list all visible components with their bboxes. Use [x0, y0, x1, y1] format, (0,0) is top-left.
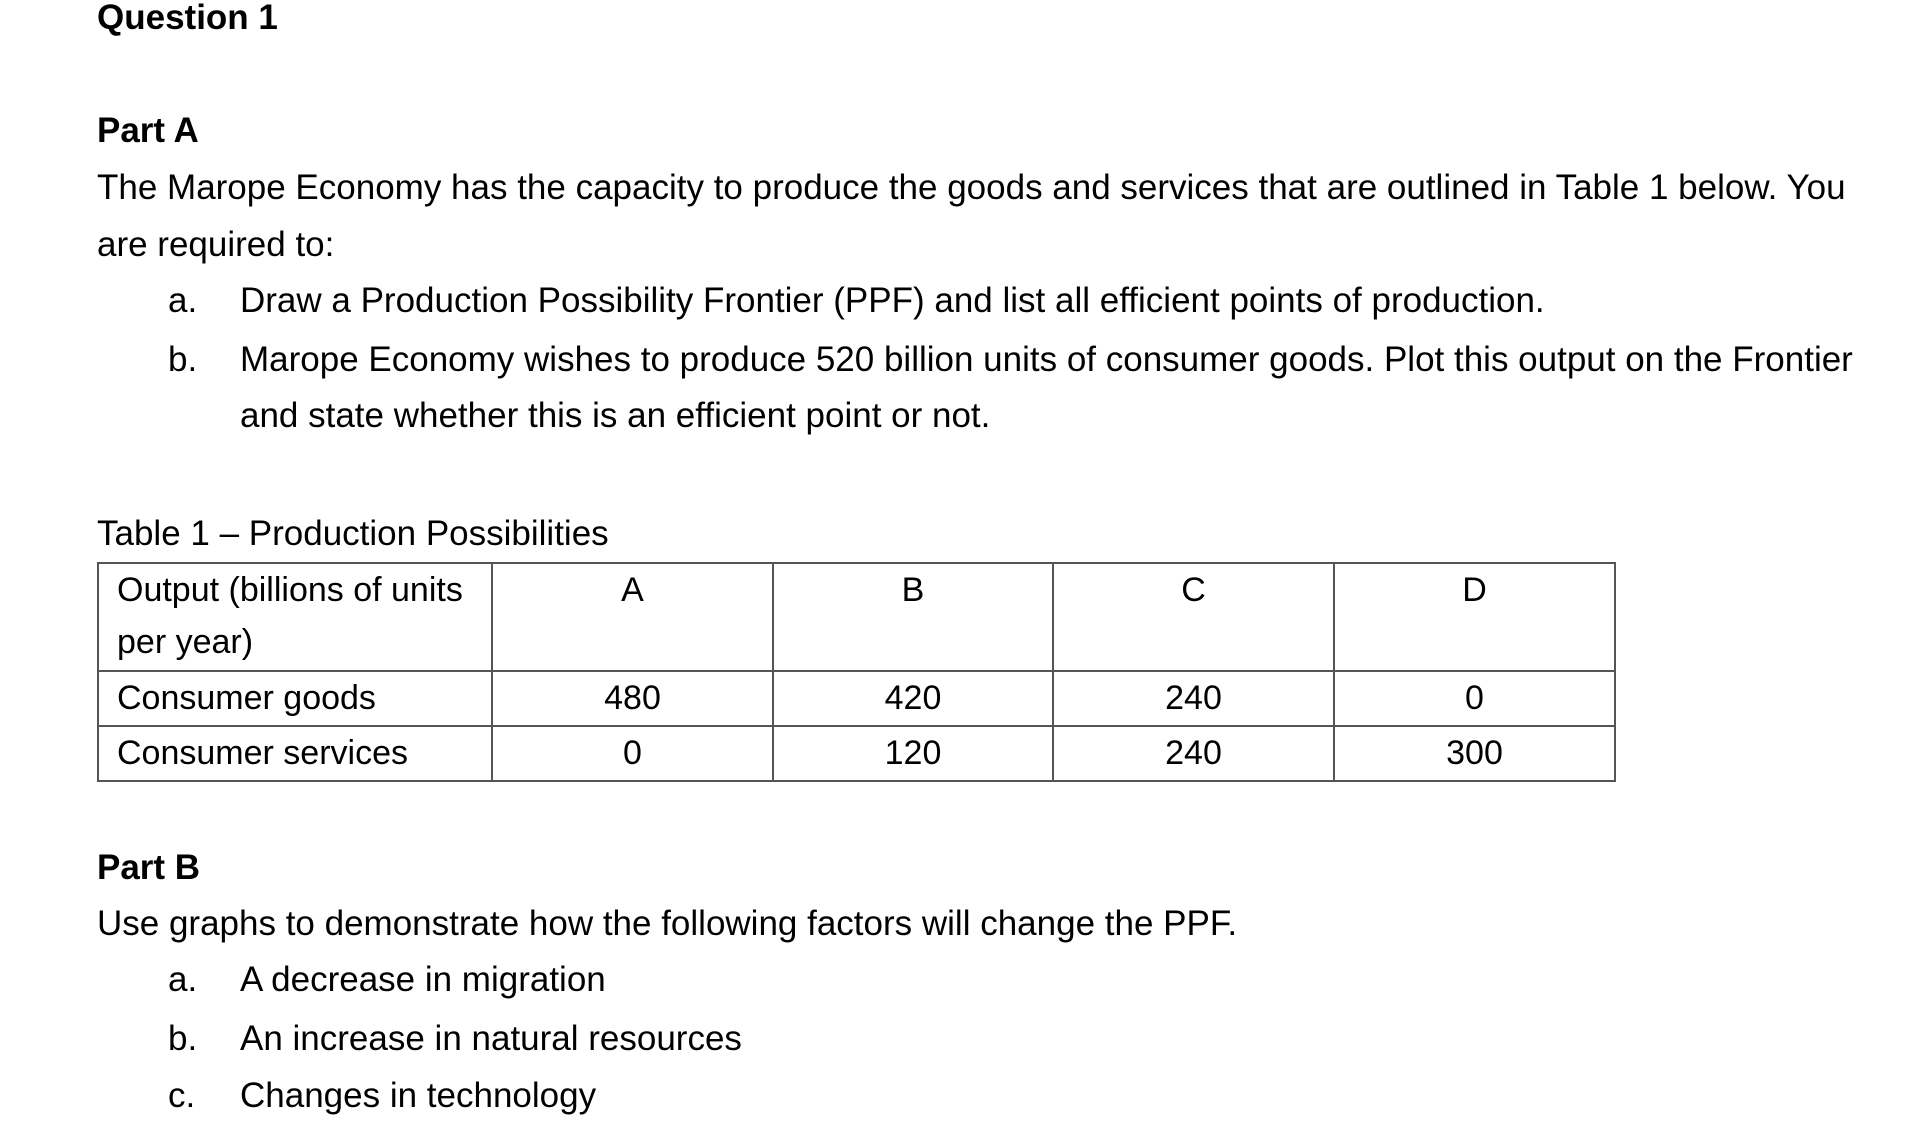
- header-cell: Output (billions of units per year): [97, 562, 493, 672]
- cell: 0: [491, 725, 774, 782]
- header-cell: A: [491, 562, 774, 672]
- row-label: Consumer services: [97, 725, 493, 782]
- list-marker: a.: [168, 960, 198, 999]
- cell: 0: [1333, 670, 1616, 727]
- cell: 480: [491, 670, 774, 727]
- list-text: Marope Economy wishes to produce 520 bil…: [240, 340, 1853, 435]
- list-text: A decrease in migration: [240, 960, 606, 999]
- paragraph: Use graphs to demonstrate how the follow…: [97, 904, 1238, 943]
- cell: 240: [1052, 725, 1335, 782]
- header-cell: B: [772, 562, 1054, 672]
- title: Question 1: [97, 0, 278, 37]
- heading: Part A: [97, 111, 199, 150]
- table-row: Consumer services 0 120 240 300: [97, 725, 1616, 782]
- list-marker: b.: [168, 1019, 198, 1058]
- cell: 300: [1333, 725, 1616, 782]
- list-marker: c.: [168, 1076, 196, 1115]
- header-cell: C: [1052, 562, 1335, 672]
- row-label: Consumer goods: [97, 670, 493, 727]
- heading: Part B: [97, 848, 201, 887]
- list-text: Changes in technology: [240, 1076, 597, 1115]
- paragraph: The Marope Economy has the capacity to p…: [97, 168, 1846, 264]
- list-marker: b.: [168, 340, 198, 379]
- header-cell: D: [1333, 562, 1616, 672]
- table-row: Consumer goods 480 420 240 0: [97, 670, 1616, 727]
- cell: 240: [1052, 670, 1335, 727]
- cell: 420: [772, 670, 1054, 727]
- list-text: An increase in natural resources: [240, 1019, 742, 1058]
- cell: 120: [772, 725, 1054, 782]
- table: Output (billions of units per year) A B …: [97, 562, 1616, 782]
- list-marker: a.: [168, 281, 198, 320]
- list-text: Draw a Production Possibility Frontier (…: [240, 281, 1545, 320]
- table-header-row: Output (billions of units per year) A B …: [97, 562, 1616, 672]
- table-caption: Table 1 – Production Possibilities: [97, 514, 609, 553]
